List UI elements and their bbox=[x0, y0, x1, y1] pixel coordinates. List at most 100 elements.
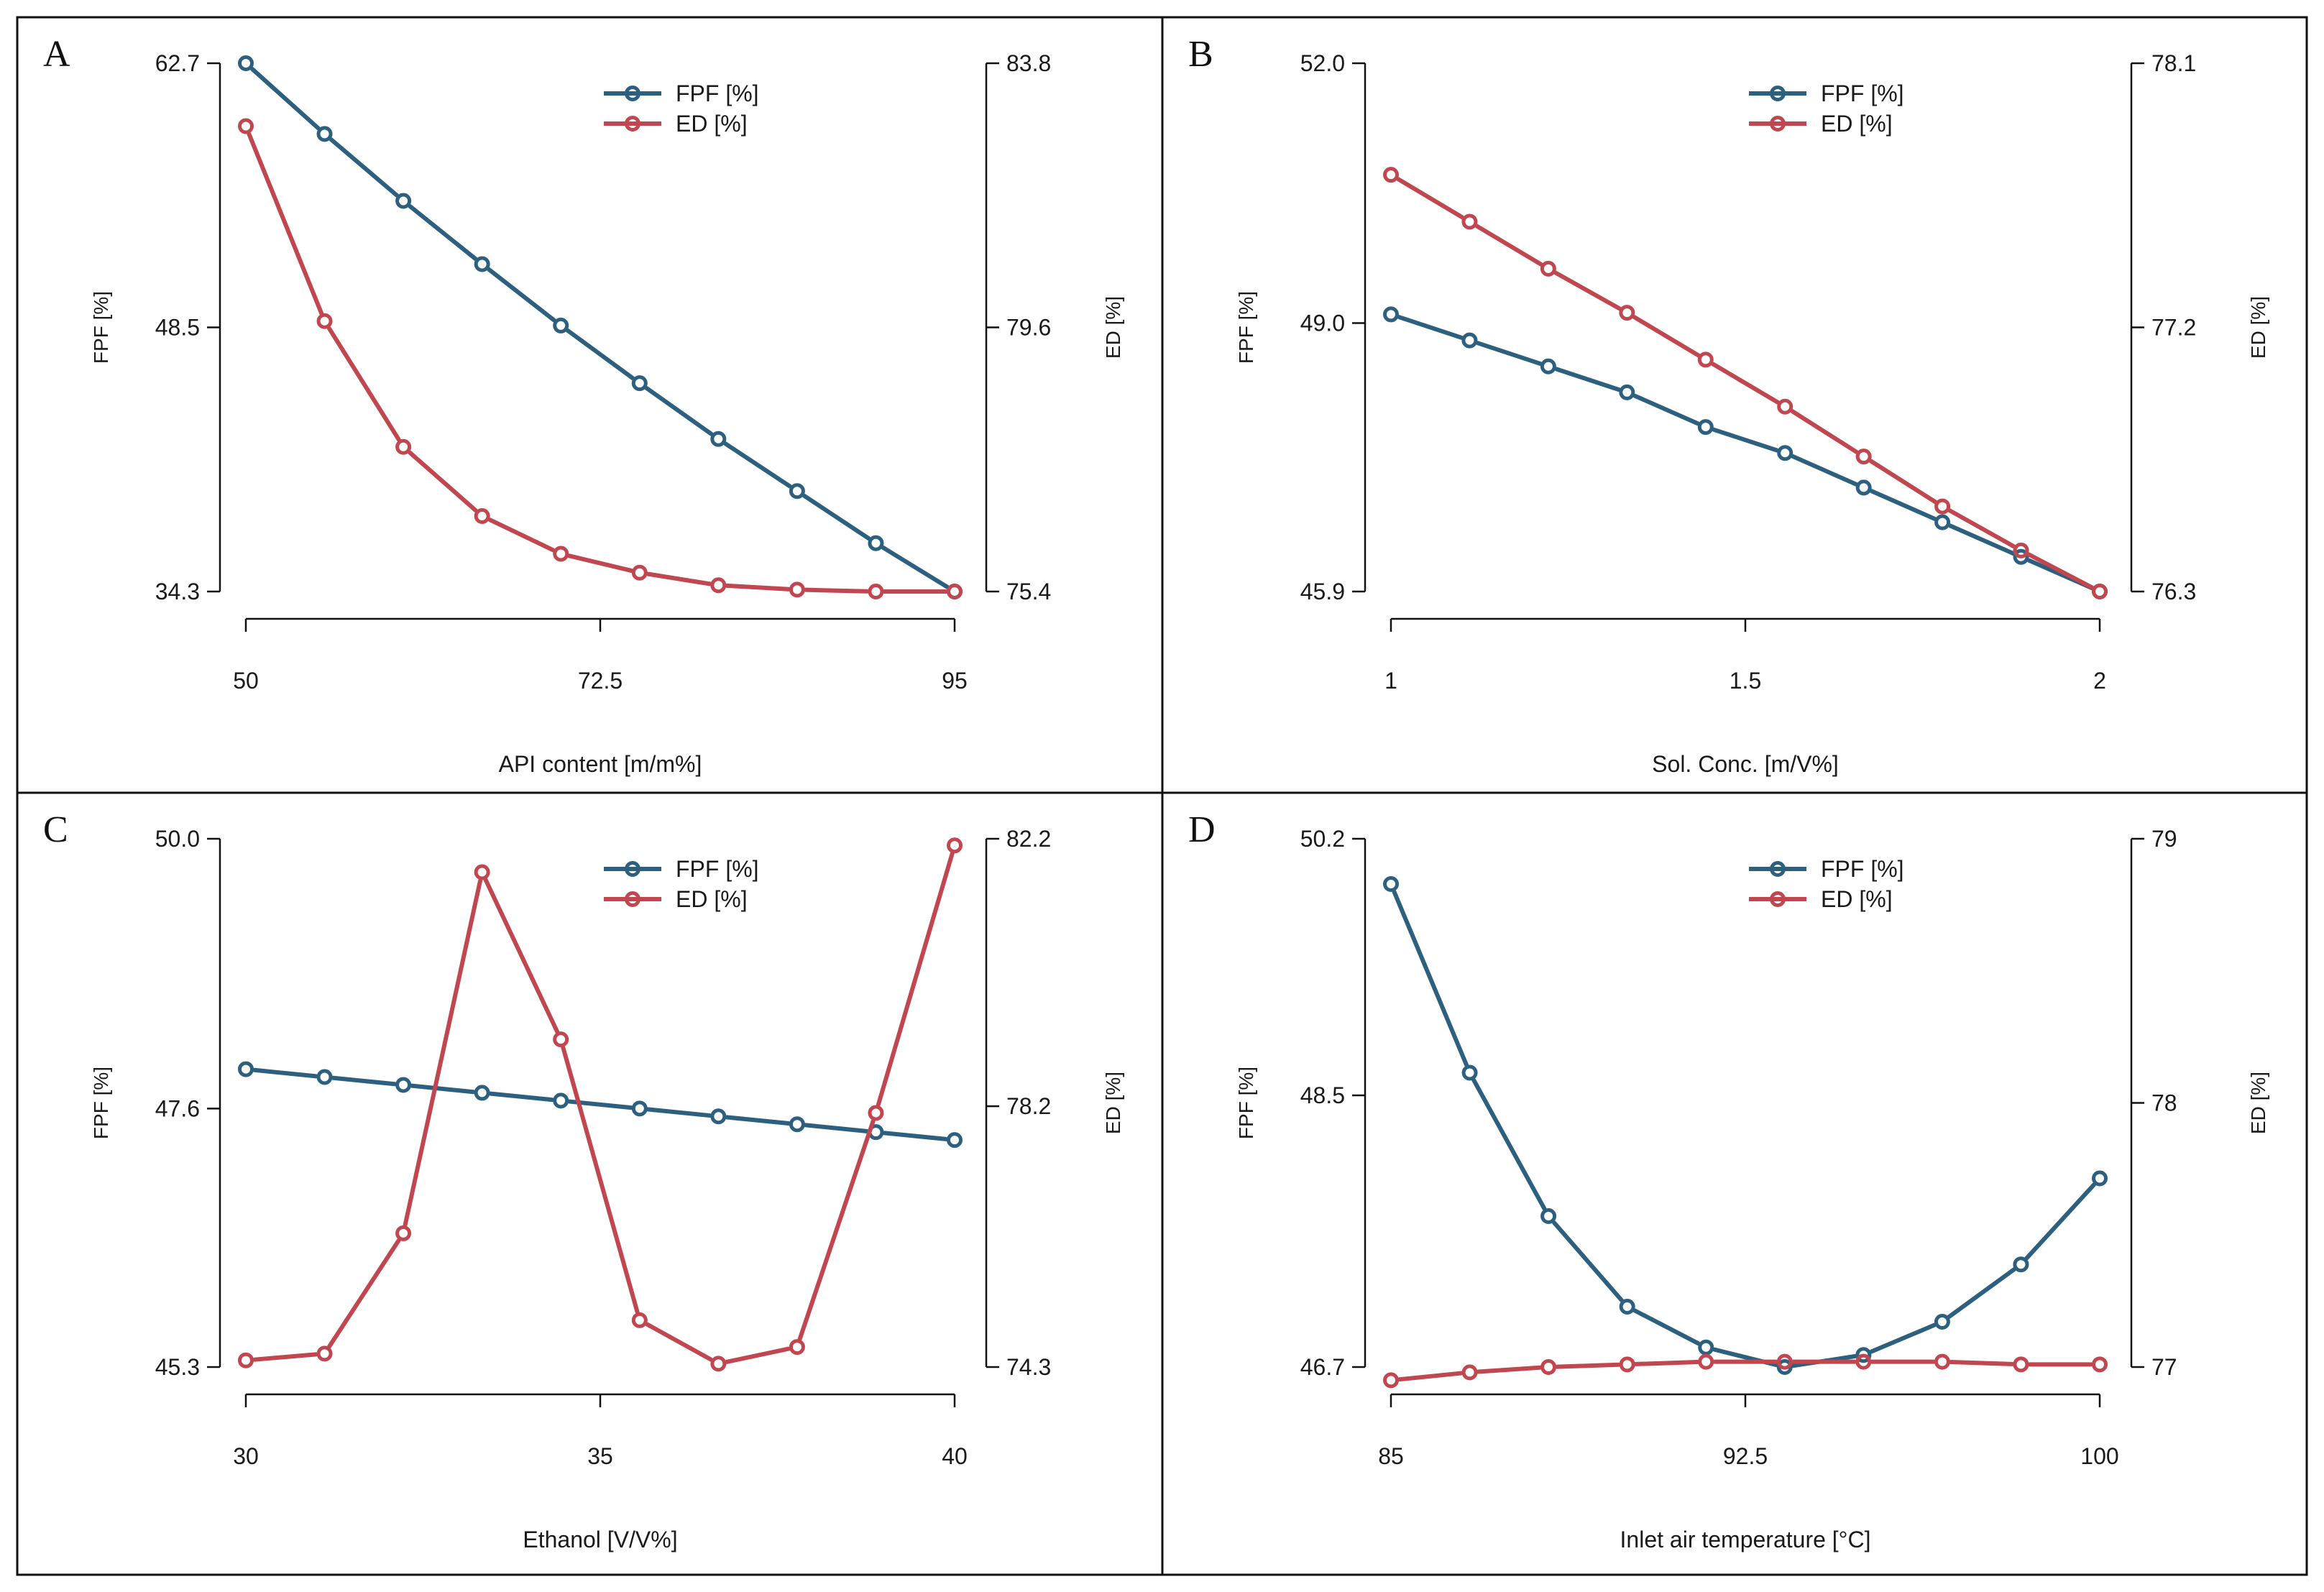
data-point bbox=[1540, 260, 1556, 277]
series-line-segment bbox=[1868, 459, 1937, 505]
series-fpf bbox=[1383, 306, 2108, 599]
x-tick-label: 95 bbox=[942, 668, 968, 694]
series-line-segment bbox=[725, 583, 791, 592]
x-axis-label: Sol. Conc. [m/V%] bbox=[1652, 751, 1839, 777]
data-point bbox=[2013, 1356, 2029, 1373]
data-point bbox=[1383, 167, 1399, 183]
series-line-segment bbox=[1476, 1365, 1543, 1374]
series-line-segment bbox=[1947, 508, 2016, 548]
left-y-tick-label: 62.7 bbox=[155, 50, 200, 76]
x-axis-label: Ethanol [V/V%] bbox=[523, 1527, 677, 1552]
series-line-segment bbox=[1633, 1360, 1700, 1366]
series-line-segment bbox=[1474, 224, 1543, 267]
left-y-tick-label: 45.9 bbox=[1300, 579, 1345, 604]
series-line-segment bbox=[803, 1123, 870, 1133]
series-line-segment bbox=[1791, 454, 1858, 487]
data-point bbox=[553, 546, 569, 562]
data-point bbox=[1619, 305, 1635, 321]
data-point bbox=[2013, 1256, 2029, 1273]
data-point bbox=[2013, 542, 2029, 558]
data-point bbox=[947, 584, 963, 599]
legend-label: ED [%] bbox=[1821, 886, 1893, 912]
data-point bbox=[1855, 1353, 1872, 1370]
series-line-segment bbox=[403, 878, 483, 1228]
series-line-segment bbox=[488, 1091, 555, 1103]
legend-marker bbox=[625, 86, 640, 101]
series-line-segment bbox=[725, 1115, 791, 1126]
series-line-segment bbox=[645, 1322, 713, 1362]
legend-marker bbox=[625, 116, 640, 132]
legend-label: ED [%] bbox=[1821, 111, 1893, 137]
data-point bbox=[395, 1225, 412, 1241]
series-ed bbox=[1383, 1353, 2108, 1389]
right-y-tick-label: 74.3 bbox=[1006, 1354, 1051, 1380]
data-point bbox=[2092, 1170, 2108, 1187]
data-point bbox=[1776, 1353, 1793, 1370]
data-point bbox=[631, 564, 648, 581]
right-y-tick-label: 76.3 bbox=[2151, 579, 2196, 604]
data-point bbox=[710, 577, 727, 594]
data-point bbox=[1619, 1299, 1635, 1315]
series-ed bbox=[1383, 167, 2108, 599]
data-point bbox=[474, 508, 490, 524]
data-point bbox=[1461, 332, 1478, 349]
data-point bbox=[2092, 1356, 2108, 1373]
series-line-segment bbox=[1948, 1360, 2015, 1366]
right-y-tick-label: 79.6 bbox=[1006, 315, 1051, 341]
data-point bbox=[1697, 351, 1714, 368]
series-line-segment bbox=[2024, 1182, 2096, 1261]
series-line-segment bbox=[326, 326, 401, 442]
series-line-segment bbox=[566, 553, 634, 573]
x-tick-label: 30 bbox=[233, 1443, 259, 1469]
data-point bbox=[1383, 306, 1399, 323]
data-point bbox=[947, 837, 963, 854]
left-y-tick-label: 47.6 bbox=[155, 1095, 200, 1121]
series-line-segment bbox=[1392, 890, 1469, 1067]
series-line-segment bbox=[1632, 315, 1701, 358]
series-line-segment bbox=[725, 1346, 791, 1364]
right-y-tick-label: 77 bbox=[2151, 1354, 2177, 1380]
series-line-segment bbox=[1553, 270, 1622, 311]
legend: FPF [%] ED [%] bbox=[604, 80, 759, 137]
series-line-segment bbox=[487, 267, 556, 323]
series-line-segment bbox=[247, 132, 324, 316]
left-y-tick-label: 48.5 bbox=[155, 315, 200, 341]
legend-marker bbox=[1770, 891, 1786, 907]
left-y-axis-label: FPF [%] bbox=[90, 291, 112, 364]
series-line-segment bbox=[881, 545, 950, 589]
data-point bbox=[316, 126, 333, 142]
data-point bbox=[789, 581, 805, 598]
series-line-segment bbox=[1869, 1322, 1937, 1354]
series-line-segment bbox=[565, 328, 635, 381]
series-line-segment bbox=[1555, 1362, 1621, 1369]
data-point bbox=[789, 1116, 805, 1133]
legend-label: ED [%] bbox=[676, 111, 748, 137]
legend-marker bbox=[625, 861, 640, 877]
series-ed bbox=[238, 837, 963, 1372]
series-fpf bbox=[238, 1061, 963, 1149]
left-y-tick-label: 34.3 bbox=[155, 579, 200, 604]
series-line-segment bbox=[646, 1107, 712, 1118]
left-y-tick-label: 45.3 bbox=[155, 1354, 200, 1380]
right-y-axis-label: ED [%] bbox=[1102, 296, 1124, 359]
data-point bbox=[1540, 358, 1556, 374]
data-point bbox=[2013, 548, 2029, 565]
legend-label: FPF [%] bbox=[676, 80, 759, 106]
right-y-tick-label: 82.2 bbox=[1006, 826, 1051, 852]
x-tick-label: 1 bbox=[1384, 668, 1397, 694]
data-point bbox=[1777, 398, 1793, 415]
legend: FPF [%] ED [%] bbox=[604, 856, 759, 912]
data-point bbox=[395, 193, 412, 209]
series-line-segment bbox=[723, 441, 792, 489]
data-point bbox=[474, 864, 490, 880]
data-point bbox=[1461, 1064, 1478, 1081]
legend-label: FPF [%] bbox=[676, 856, 759, 882]
panel-letter: D bbox=[1188, 809, 1216, 850]
data-point bbox=[789, 483, 805, 500]
series-line-segment bbox=[1790, 409, 1859, 454]
right-y-tick-label: 83.8 bbox=[1006, 50, 1051, 76]
data-point bbox=[631, 375, 648, 392]
x-tick-label: 50 bbox=[233, 668, 259, 694]
panel-b: B 45.9 49.0 52.0 FPF [%] 76.3 77.2 78.1 ED [%] 1 1… bbox=[1188, 34, 2269, 777]
right-y-tick-label: 78 bbox=[2151, 1090, 2177, 1116]
